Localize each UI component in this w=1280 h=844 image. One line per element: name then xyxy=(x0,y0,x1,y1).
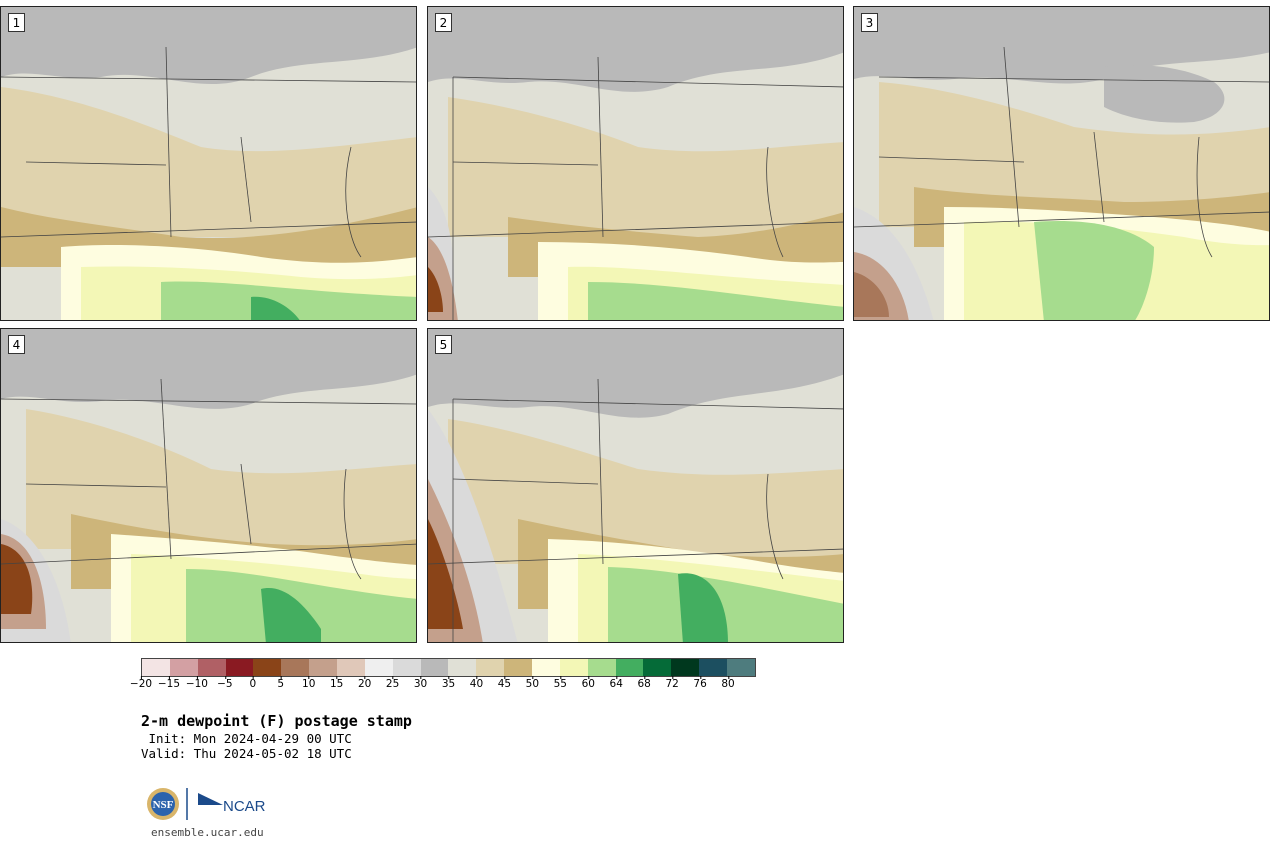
colorbar-swatch xyxy=(225,659,254,676)
map-panel-2[interactable]: 2 xyxy=(427,6,844,321)
dewpoint-map xyxy=(854,7,1269,320)
colorbar-tick-label: −20 xyxy=(129,676,153,690)
colorbar-swatch xyxy=(448,659,477,676)
colorbar-swatch xyxy=(142,659,170,676)
colorbar-swatch xyxy=(420,659,449,676)
figure-title: 2-m dewpoint (F) postage stamp xyxy=(141,712,412,730)
colorbar-tick-label: 35 xyxy=(441,676,456,690)
colorbar-tick-label: 72 xyxy=(665,676,679,690)
ncar-logo-icon: NCAR xyxy=(198,793,266,815)
colorbar-tick-label: 25 xyxy=(385,676,400,690)
colorbar-tick-label: 5 xyxy=(277,676,285,690)
panel-number: 1 xyxy=(8,13,25,32)
svg-text:NSF: NSF xyxy=(153,799,174,811)
dewpoint-map xyxy=(428,7,843,320)
colorbar-swatch xyxy=(699,659,728,676)
panel-number: 2 xyxy=(435,13,452,32)
init-time: Init: Mon 2024-04-29 00 UTC xyxy=(141,731,352,746)
map-panel-4[interactable]: 4 xyxy=(0,328,417,643)
colorbar-swatch xyxy=(532,659,560,676)
colorbar-swatch xyxy=(504,659,533,676)
colorbar-swatch xyxy=(392,659,421,676)
colorbar-swatch xyxy=(253,659,282,676)
colorbar-swatch xyxy=(671,659,700,676)
colorbar-swatch xyxy=(281,659,310,676)
dewpoint-colorbar xyxy=(141,658,756,677)
colorbar-swatch xyxy=(337,659,365,676)
dewpoint-map xyxy=(428,329,843,642)
colorbar-tick-label: 10 xyxy=(302,676,316,690)
colorbar-swatch xyxy=(727,659,755,676)
colorbar-tick-label: −5 xyxy=(217,676,233,690)
colorbar-tick-label: 45 xyxy=(497,676,512,690)
colorbar-tick-label: 76 xyxy=(693,676,707,690)
colorbar-swatch xyxy=(309,659,338,676)
colorbar-tick-label: 80 xyxy=(721,676,735,690)
colorbar-tick-label: 60 xyxy=(581,676,595,690)
colorbar-tick-labels: −20 −15 −10 −5 0 5 10 15 20 25 30 35 40 45 50 55 60 64 68 7… xyxy=(130,676,756,700)
sponsor-logos: NSF NCAR xyxy=(145,786,275,822)
colorbar-swatch xyxy=(587,659,616,676)
map-panel-1[interactable]: 1 xyxy=(0,6,417,321)
map-panel-5[interactable]: 5 xyxy=(427,328,844,643)
website-url: ensemble.ucar.edu xyxy=(151,826,264,839)
colorbar-swatch xyxy=(559,659,588,676)
dewpoint-map xyxy=(1,329,416,642)
panel-number: 4 xyxy=(8,335,25,354)
colorbar-swatch xyxy=(615,659,644,676)
colorbar-tick-label: 0 xyxy=(249,676,257,690)
colorbar-tick-label: 55 xyxy=(553,676,567,690)
colorbar-swatch xyxy=(169,659,198,676)
panel-number: 3 xyxy=(861,13,878,32)
nsf-logo-icon: NSF xyxy=(147,788,179,820)
colorbar-tick-label: 64 xyxy=(609,676,623,690)
colorbar-tick-label: −10 xyxy=(185,676,208,690)
valid-time: Valid: Thu 2024-05-02 18 UTC xyxy=(141,746,352,761)
colorbar-swatch xyxy=(364,659,393,676)
colorbar-tick-label: 30 xyxy=(413,676,428,690)
svg-text:NCAR: NCAR xyxy=(223,798,266,815)
panel-number: 5 xyxy=(435,335,452,354)
colorbar-swatch xyxy=(476,659,505,676)
colorbar-tick-label: 40 xyxy=(469,676,484,690)
colorbar-swatch xyxy=(197,659,226,676)
colorbar-swatch xyxy=(643,659,672,676)
colorbar-tick-label: 20 xyxy=(357,676,372,690)
dewpoint-map xyxy=(1,7,416,320)
colorbar-tick-label: 68 xyxy=(637,676,651,690)
colorbar-tick-label: −15 xyxy=(157,676,181,690)
map-panel-3[interactable]: 3 xyxy=(853,6,1270,321)
colorbar-tick-label: 15 xyxy=(329,676,344,690)
colorbar-tick-label: 50 xyxy=(525,676,540,690)
